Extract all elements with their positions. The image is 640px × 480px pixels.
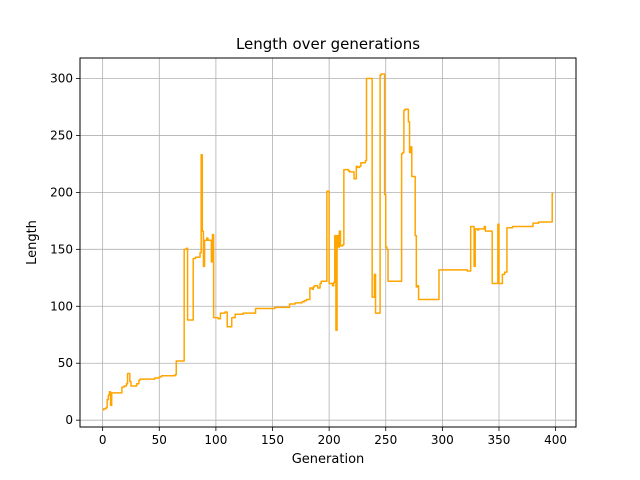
y-tick-label: 0	[65, 413, 73, 427]
x-tick-label: 0	[99, 433, 107, 447]
x-tick-label: 50	[152, 433, 167, 447]
y-tick-label: 250	[50, 128, 73, 142]
x-tick-label: 150	[261, 433, 284, 447]
x-tick-label: 100	[204, 433, 227, 447]
x-tick-label: 300	[431, 433, 454, 447]
y-tick-label: 100	[50, 299, 73, 313]
y-tick-label: 50	[58, 356, 73, 370]
chart-title: Length over generations	[236, 35, 420, 53]
plot-area-frame	[79, 57, 577, 428]
x-tick-label: 400	[544, 433, 567, 447]
length-series-line	[102, 73, 554, 411]
y-tick-label: 150	[50, 242, 73, 256]
x-tick-label: 250	[374, 433, 397, 447]
x-tick-label: 200	[318, 433, 341, 447]
x-axis-ticks: 0 50 100 150 200 250 300 350 400	[99, 427, 567, 447]
y-tick-label: 200	[50, 185, 73, 199]
x-axis-title: Generation	[292, 452, 365, 467]
y-axis-title: Length	[25, 220, 40, 265]
y-axis-ticks: 0 50 100 150 200 250 300	[50, 72, 80, 427]
y-tick-label: 300	[50, 72, 73, 86]
series	[102, 73, 554, 411]
x-tick-label: 350	[488, 433, 511, 447]
